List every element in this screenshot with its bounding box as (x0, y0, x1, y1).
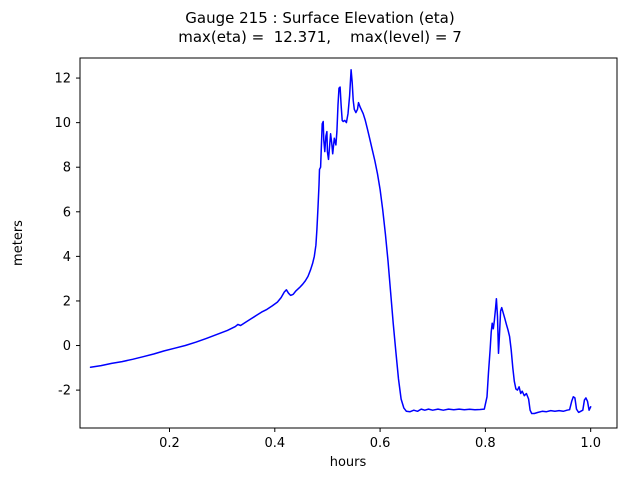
x-tick-label: 0.8 (475, 436, 496, 451)
eta-line (89, 69, 592, 415)
y-tick-label: 6 (63, 205, 71, 220)
y-tick-label: 12 (54, 72, 71, 87)
y-tick-label: 4 (63, 250, 71, 265)
x-tick-label: 1.0 (580, 436, 601, 451)
y-tick-label: 10 (54, 116, 71, 131)
x-tick-label: 0.6 (370, 436, 391, 451)
plot-frame (79, 57, 618, 429)
chart-title-line2: max(eta) = 12.371, max(level) = 7 (178, 28, 462, 46)
x-axis-label: hours (330, 455, 367, 470)
chart-title-line1: Gauge 215 : Surface Elevation (eta) (185, 9, 454, 27)
x-tick-label: 0.2 (159, 436, 180, 451)
x-tick-label: 0.4 (264, 436, 285, 451)
y-axis-label: meters (11, 220, 26, 266)
y-tick-label: 0 (63, 339, 71, 354)
y-tick-label: -2 (58, 384, 71, 399)
y-tick-label: 2 (63, 294, 71, 309)
plot-area: 0.2 0.4 0.6 0.8 1.0 -2 0 2 4 6 8 10 12 (54, 57, 618, 451)
y-tick-label: 8 (63, 161, 71, 176)
